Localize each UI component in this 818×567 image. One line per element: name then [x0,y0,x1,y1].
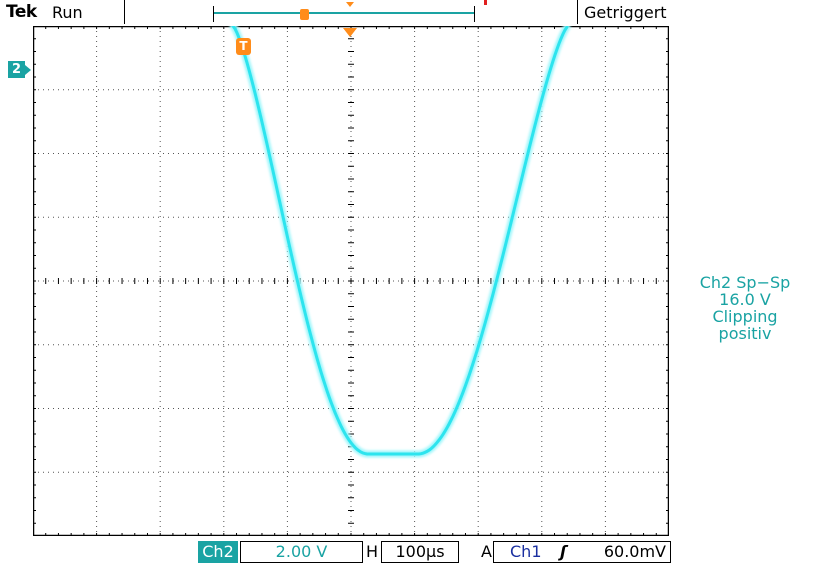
measurement-line: Ch2 Sp−Sp [699,273,791,292]
measurement-value: 16.0 V [719,290,771,309]
red-marker-icon [484,0,487,5]
run-state: Run [52,3,83,22]
record-length-bar [213,6,475,22]
acquire-label: A [481,542,492,561]
channel-2-ground-marker[interactable]: 2 [8,61,25,78]
time-per-div[interactable]: 100µs [381,541,459,563]
volts-per-div[interactable]: 2.00 V [240,541,363,563]
graticule [33,26,669,536]
rising-edge-icon: ʃ [560,542,567,561]
trigger-level: 60.0mV [603,542,666,561]
trigger-source: Ch1 [510,542,542,561]
measurement-readout: Ch2 Sp−Sp 16.0 V Clipping positiv [680,274,810,342]
trigger-settings[interactable]: Ch1 ʃ 60.0mV [493,541,671,563]
trigger-marker-icon[interactable]: T [236,38,251,55]
top-trigger-arrow-icon [346,2,354,7]
waveform-trace [231,26,569,456]
horizontal-label: H [366,542,379,561]
center-ticks [33,26,669,536]
measurement-line: Clipping [712,307,778,326]
trigger-status: Getriggert [584,3,667,22]
channel-marker-tip-icon [25,65,31,75]
record-window-indicator [300,9,309,20]
top-separator [124,0,125,24]
oscilloscope-screen [33,26,669,536]
measurement-line: positiv [718,324,772,343]
channel-label[interactable]: Ch2 [198,541,238,563]
top-separator [577,0,578,24]
trigger-position-arrow-icon[interactable] [343,28,357,37]
waveform [229,26,571,458]
brand-logo: Tek [6,2,37,22]
